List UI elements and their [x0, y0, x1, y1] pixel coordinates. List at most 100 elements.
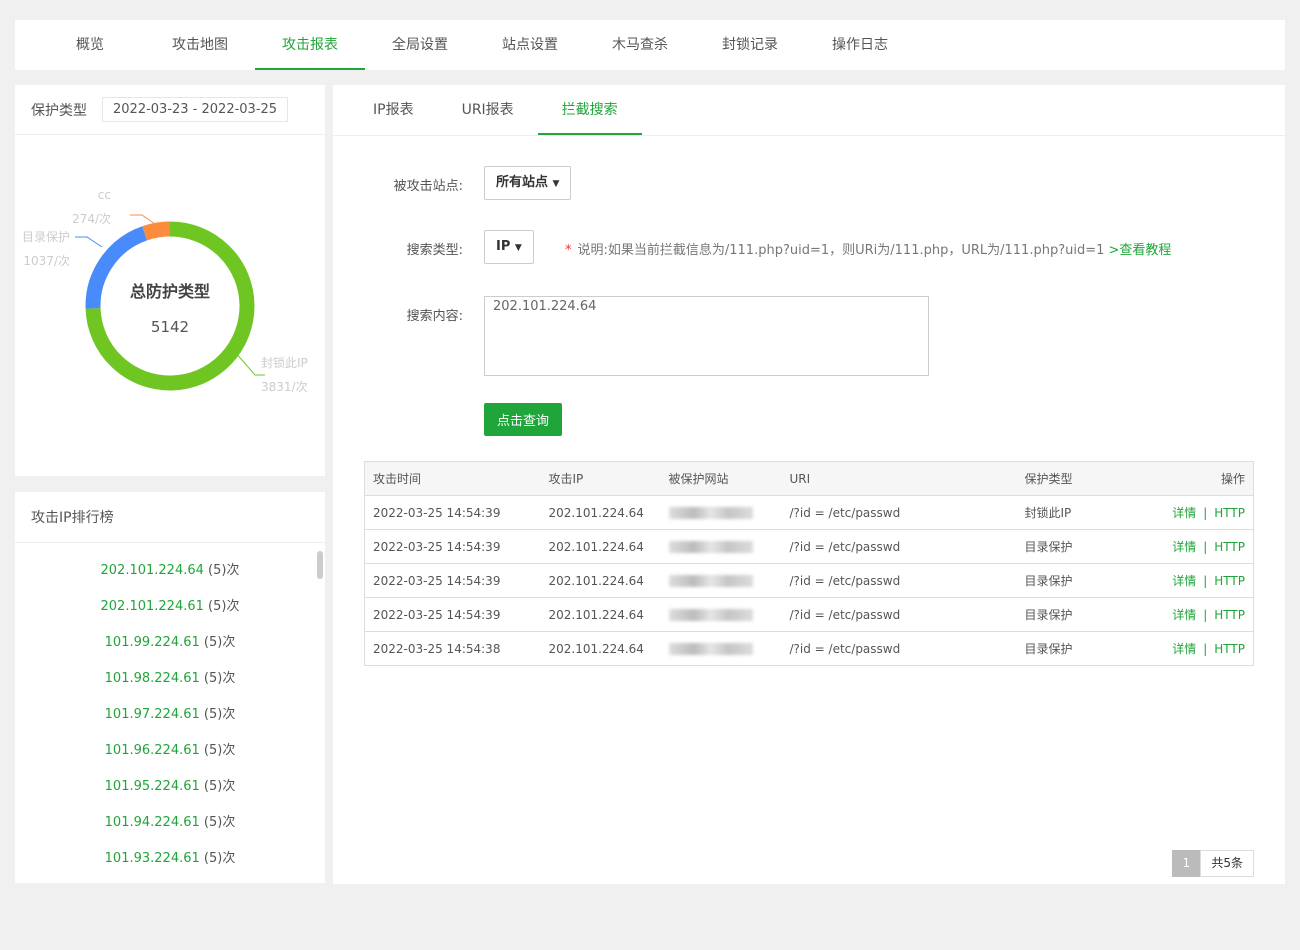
ops-cell: 详情 | HTTP [1107, 631, 1254, 666]
type-value: IP [496, 239, 511, 254]
cell: 2022-03-25 14:54:39 [364, 529, 541, 564]
tutorial-link[interactable]: >查看教程 [1108, 243, 1172, 258]
detail-link[interactable]: 详情 [1172, 506, 1197, 520]
ranking-count: (5)次 [203, 635, 236, 650]
cell: /?id = /etc/passwd [781, 631, 1017, 666]
cell: 封锁此IP [1016, 495, 1108, 530]
ranking-count: (5)次 [208, 563, 240, 578]
cell [660, 597, 782, 632]
slice-value: 274/次 [72, 212, 111, 226]
nav-tab-7[interactable]: 操作日志 [832, 37, 888, 53]
ranking-ip[interactable]: 101.93.224.61 [104, 851, 200, 866]
caret-down-icon: ▼ [514, 243, 522, 253]
ranking-item: 202.101.224.61 (5)次 [15, 589, 325, 625]
donut-slice-1[interactable] [85, 226, 148, 309]
search-content-input[interactable]: 202.101.224.64 [484, 296, 929, 376]
cell: 202.101.224.64 [540, 597, 661, 632]
total-count: 共5条 [1200, 850, 1254, 877]
ranking-ip[interactable]: 202.101.224.61 [100, 599, 204, 614]
separator: | [1203, 506, 1208, 520]
blurred-site [668, 609, 753, 621]
site-value: 所有站点 [496, 175, 549, 190]
results-table: 攻击时间 攻击IP 被保护网站 URI 保护类型 操作 2022-03-25 14:54:3… [364, 461, 1254, 666]
ranking-count: (5)次 [203, 779, 236, 794]
scrollbar[interactable] [317, 551, 323, 579]
nav-tab-4[interactable]: 站点设置 [502, 37, 558, 53]
attack-ip-ranking-panel: 攻击IP排行榜 202.101.224.64 (5)次 202.101.224.6… [15, 492, 325, 883]
column-header: 攻击IP [540, 461, 661, 496]
query-button[interactable]: 点击查询 [484, 403, 562, 436]
cell [660, 495, 782, 530]
nav-tab-0[interactable]: 概览 [76, 37, 104, 53]
ranking-ip[interactable]: 101.95.224.61 [104, 779, 200, 794]
column-header: 攻击时间 [364, 461, 541, 496]
page-1-button[interactable]: 1 [1172, 850, 1201, 877]
nav-tab-1[interactable]: 攻击地图 [172, 37, 228, 53]
ranking-ip[interactable]: 101.98.224.61 [104, 671, 200, 686]
ops-cell: 详情 | HTTP [1107, 529, 1254, 564]
site-label: 被攻击站点: [393, 179, 463, 194]
ops-cell: 详情 | HTTP [1107, 495, 1254, 530]
cell [660, 563, 782, 598]
nav-tab-6[interactable]: 封锁记录 [722, 37, 778, 53]
ranking-ip[interactable]: 202.101.224.64 [100, 563, 204, 578]
date-range-picker[interactable]: 2022-03-23 - 2022-03-25 [102, 97, 289, 122]
slice-name: cc [98, 188, 111, 202]
donut-slice-2[interactable] [142, 221, 171, 241]
donut-center-title: 总防护类型 [130, 282, 210, 301]
http-link[interactable]: HTTP [1214, 574, 1245, 588]
nav-tab-2[interactable]: 攻击报表 [255, 20, 365, 70]
ops-cell: 详情 | HTTP [1107, 597, 1254, 632]
ranking-item: 101.96.224.61 (5)次 [15, 733, 325, 769]
detail-link[interactable]: 详情 [1172, 574, 1197, 588]
ranking-ip[interactable]: 101.99.224.61 [104, 635, 200, 650]
detail-link[interactable]: 详情 [1172, 540, 1197, 554]
cell: 2022-03-25 14:54:38 [364, 631, 541, 666]
cell: /?id = /etc/passwd [781, 495, 1017, 530]
top-nav: 概览 攻击地图 攻击报表 全局设置 站点设置 木马查杀 封锁记录 操作日志 [15, 20, 1285, 70]
table-row: 2022-03-25 14:54:39 202.101.224.64 /?id = … [364, 563, 1254, 598]
cell: /?id = /etc/passwd [781, 597, 1017, 632]
ranking-item: 101.94.224.61 (5)次 [15, 805, 325, 841]
ranking-item: 101.97.224.61 (5)次 [15, 697, 325, 733]
detail-link[interactable]: 详情 [1172, 608, 1197, 622]
ranking-ip[interactable]: 101.97.224.61 [104, 707, 200, 722]
type-label: 搜索类型: [406, 243, 463, 258]
ranking-ip[interactable]: 101.94.224.61 [104, 815, 200, 830]
report-tab-0[interactable]: IP报表 [373, 102, 414, 118]
http-link[interactable]: HTTP [1214, 642, 1245, 656]
caret-down-icon: ▼ [552, 179, 560, 189]
column-header: 保护类型 [1016, 461, 1108, 496]
ranking-ip[interactable]: 101.96.224.61 [104, 743, 200, 758]
ranking-count: (5)次 [203, 707, 236, 722]
http-link[interactable]: HTTP [1214, 608, 1245, 622]
note-text: 说明:如果当前拦截信息为/111.php?uid=1，则URi为/111.php… [577, 243, 1105, 258]
separator: | [1203, 642, 1208, 656]
detail-link[interactable]: 详情 [1172, 642, 1197, 656]
site-dropdown[interactable]: 所有站点 ▼ [484, 166, 572, 200]
cell: 目录保护 [1016, 631, 1108, 666]
report-tab-1[interactable]: URI报表 [461, 102, 514, 118]
http-link[interactable]: HTTP [1214, 506, 1245, 520]
ranking-item: 202.101.224.64 (5)次 [15, 553, 325, 589]
http-link[interactable]: HTTP [1214, 540, 1245, 554]
type-dropdown[interactable]: IP ▼ [484, 230, 534, 264]
cell: 2022-03-25 14:54:39 [364, 597, 541, 632]
protect-type-panel: 保护类型 2022-03-23 - 2022-03-25 封锁此IP 3831/次 目… [15, 85, 325, 476]
column-header: 被保护网站 [660, 461, 782, 496]
separator: | [1203, 574, 1208, 588]
blurred-site [668, 507, 753, 519]
report-tab-2[interactable]: 拦截搜索 [537, 85, 642, 135]
blurred-site [668, 541, 753, 553]
blurred-site [668, 643, 753, 655]
nav-tab-5[interactable]: 木马查杀 [612, 37, 668, 53]
nav-tab-3[interactable]: 全局设置 [392, 37, 448, 53]
ranking-count: (5)次 [203, 815, 236, 830]
donut-slice-0[interactable] [85, 221, 255, 391]
cell: 2022-03-25 14:54:39 [364, 563, 541, 598]
cell: 目录保护 [1016, 563, 1108, 598]
ranking-count: (5)次 [203, 851, 236, 866]
content-label: 搜索内容: [406, 309, 463, 324]
cell: /?id = /etc/passwd [781, 563, 1017, 598]
table-row: 2022-03-25 14:54:38 202.101.224.64 /?id = … [364, 631, 1254, 666]
